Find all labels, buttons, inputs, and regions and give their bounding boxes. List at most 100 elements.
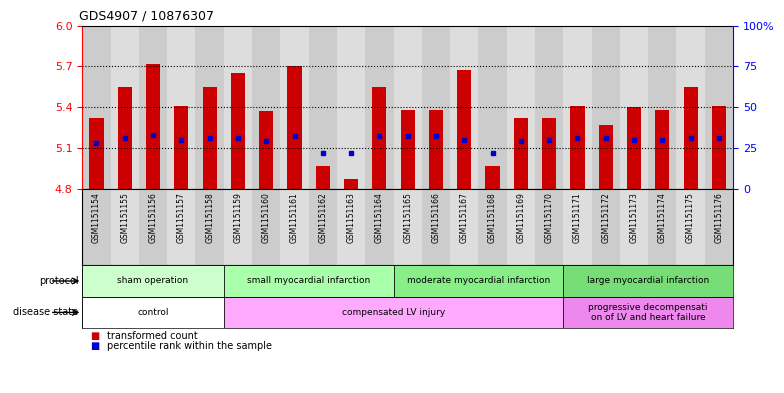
Bar [478,26,506,189]
Text: GSM1151173: GSM1151173 [630,193,638,243]
Bar [592,189,620,265]
Bar [394,189,422,265]
Bar [309,189,337,265]
Text: ■: ■ [90,341,100,351]
Bar [202,87,216,189]
Bar [316,165,330,189]
Text: GSM1151168: GSM1151168 [488,193,497,243]
Text: GSM1151176: GSM1151176 [714,193,724,243]
Bar [167,26,195,189]
Bar [450,26,478,189]
Bar [372,87,387,189]
Bar [118,87,132,189]
Text: GSM1151175: GSM1151175 [686,193,695,243]
Bar [506,26,535,189]
Text: GSM1151165: GSM1151165 [403,193,412,243]
Bar [111,189,139,265]
Bar [365,189,394,265]
Bar [281,26,309,189]
Text: GSM1151164: GSM1151164 [375,193,384,243]
Bar [620,189,648,265]
Bar [478,189,506,265]
Bar [82,297,223,328]
Bar [563,189,592,265]
Text: progressive decompensati
on of LV and heart failure: progressive decompensati on of LV and he… [589,303,708,322]
Bar [365,26,394,189]
Bar [252,189,281,265]
Bar [394,26,422,189]
Bar [82,26,111,189]
Bar [401,110,415,189]
Text: GSM1151162: GSM1151162 [318,193,327,243]
Text: GSM1151169: GSM1151169 [517,193,525,243]
Text: sham operation: sham operation [118,277,189,285]
Bar [260,111,274,189]
Bar [684,87,698,189]
Bar [563,297,733,328]
Bar [422,189,450,265]
Text: transformed count: transformed count [107,331,198,341]
Bar [648,189,677,265]
Text: large myocardial infarction: large myocardial infarction [587,277,710,285]
Bar [457,70,471,189]
Text: GSM1151167: GSM1151167 [459,193,469,243]
Text: GSM1151158: GSM1151158 [205,193,214,243]
Text: GSM1151157: GSM1151157 [177,193,186,243]
Bar [620,26,648,189]
Text: GSM1151174: GSM1151174 [658,193,667,243]
Bar [599,125,613,189]
Bar [337,26,365,189]
Bar [514,118,528,189]
Bar [146,64,160,189]
Bar [230,73,245,189]
Text: GSM1151166: GSM1151166 [431,193,441,243]
Bar [139,189,167,265]
Text: GSM1151159: GSM1151159 [234,193,242,243]
Bar [139,26,167,189]
Bar [655,110,670,189]
Bar [344,179,358,189]
Text: GSM1151172: GSM1151172 [601,193,610,243]
Bar [570,106,585,189]
Text: GSM1151170: GSM1151170 [545,193,554,243]
Bar [563,265,733,297]
Bar [677,189,705,265]
Bar [485,165,499,189]
Bar [288,66,302,189]
Bar [563,26,592,189]
Bar [394,265,563,297]
Bar [281,189,309,265]
Bar [337,189,365,265]
Bar [195,26,223,189]
Bar [712,106,726,189]
Bar [677,26,705,189]
Text: protocol: protocol [38,276,78,286]
Bar [422,26,450,189]
Bar [542,118,556,189]
Text: GDS4907 / 10876307: GDS4907 / 10876307 [79,10,214,23]
Bar [429,110,443,189]
Text: moderate myocardial infarction: moderate myocardial infarction [407,277,550,285]
Bar [82,265,223,297]
Bar [309,26,337,189]
Bar [252,26,281,189]
Text: GSM1151161: GSM1151161 [290,193,299,243]
Bar [705,26,733,189]
Text: GSM1151171: GSM1151171 [573,193,582,243]
Text: GSM1151163: GSM1151163 [347,193,356,243]
Text: small myocardial infarction: small myocardial infarction [247,277,370,285]
Bar [592,26,620,189]
Bar [82,189,111,265]
Text: GSM1151155: GSM1151155 [120,193,129,243]
Bar [506,189,535,265]
Bar [174,106,188,189]
Text: ■: ■ [90,331,100,341]
Text: compensated LV injury: compensated LV injury [342,308,445,317]
Bar [111,26,139,189]
Bar [450,189,478,265]
Bar [535,189,563,265]
Bar [223,26,252,189]
Bar [223,297,563,328]
Bar [705,189,733,265]
Bar [195,189,223,265]
